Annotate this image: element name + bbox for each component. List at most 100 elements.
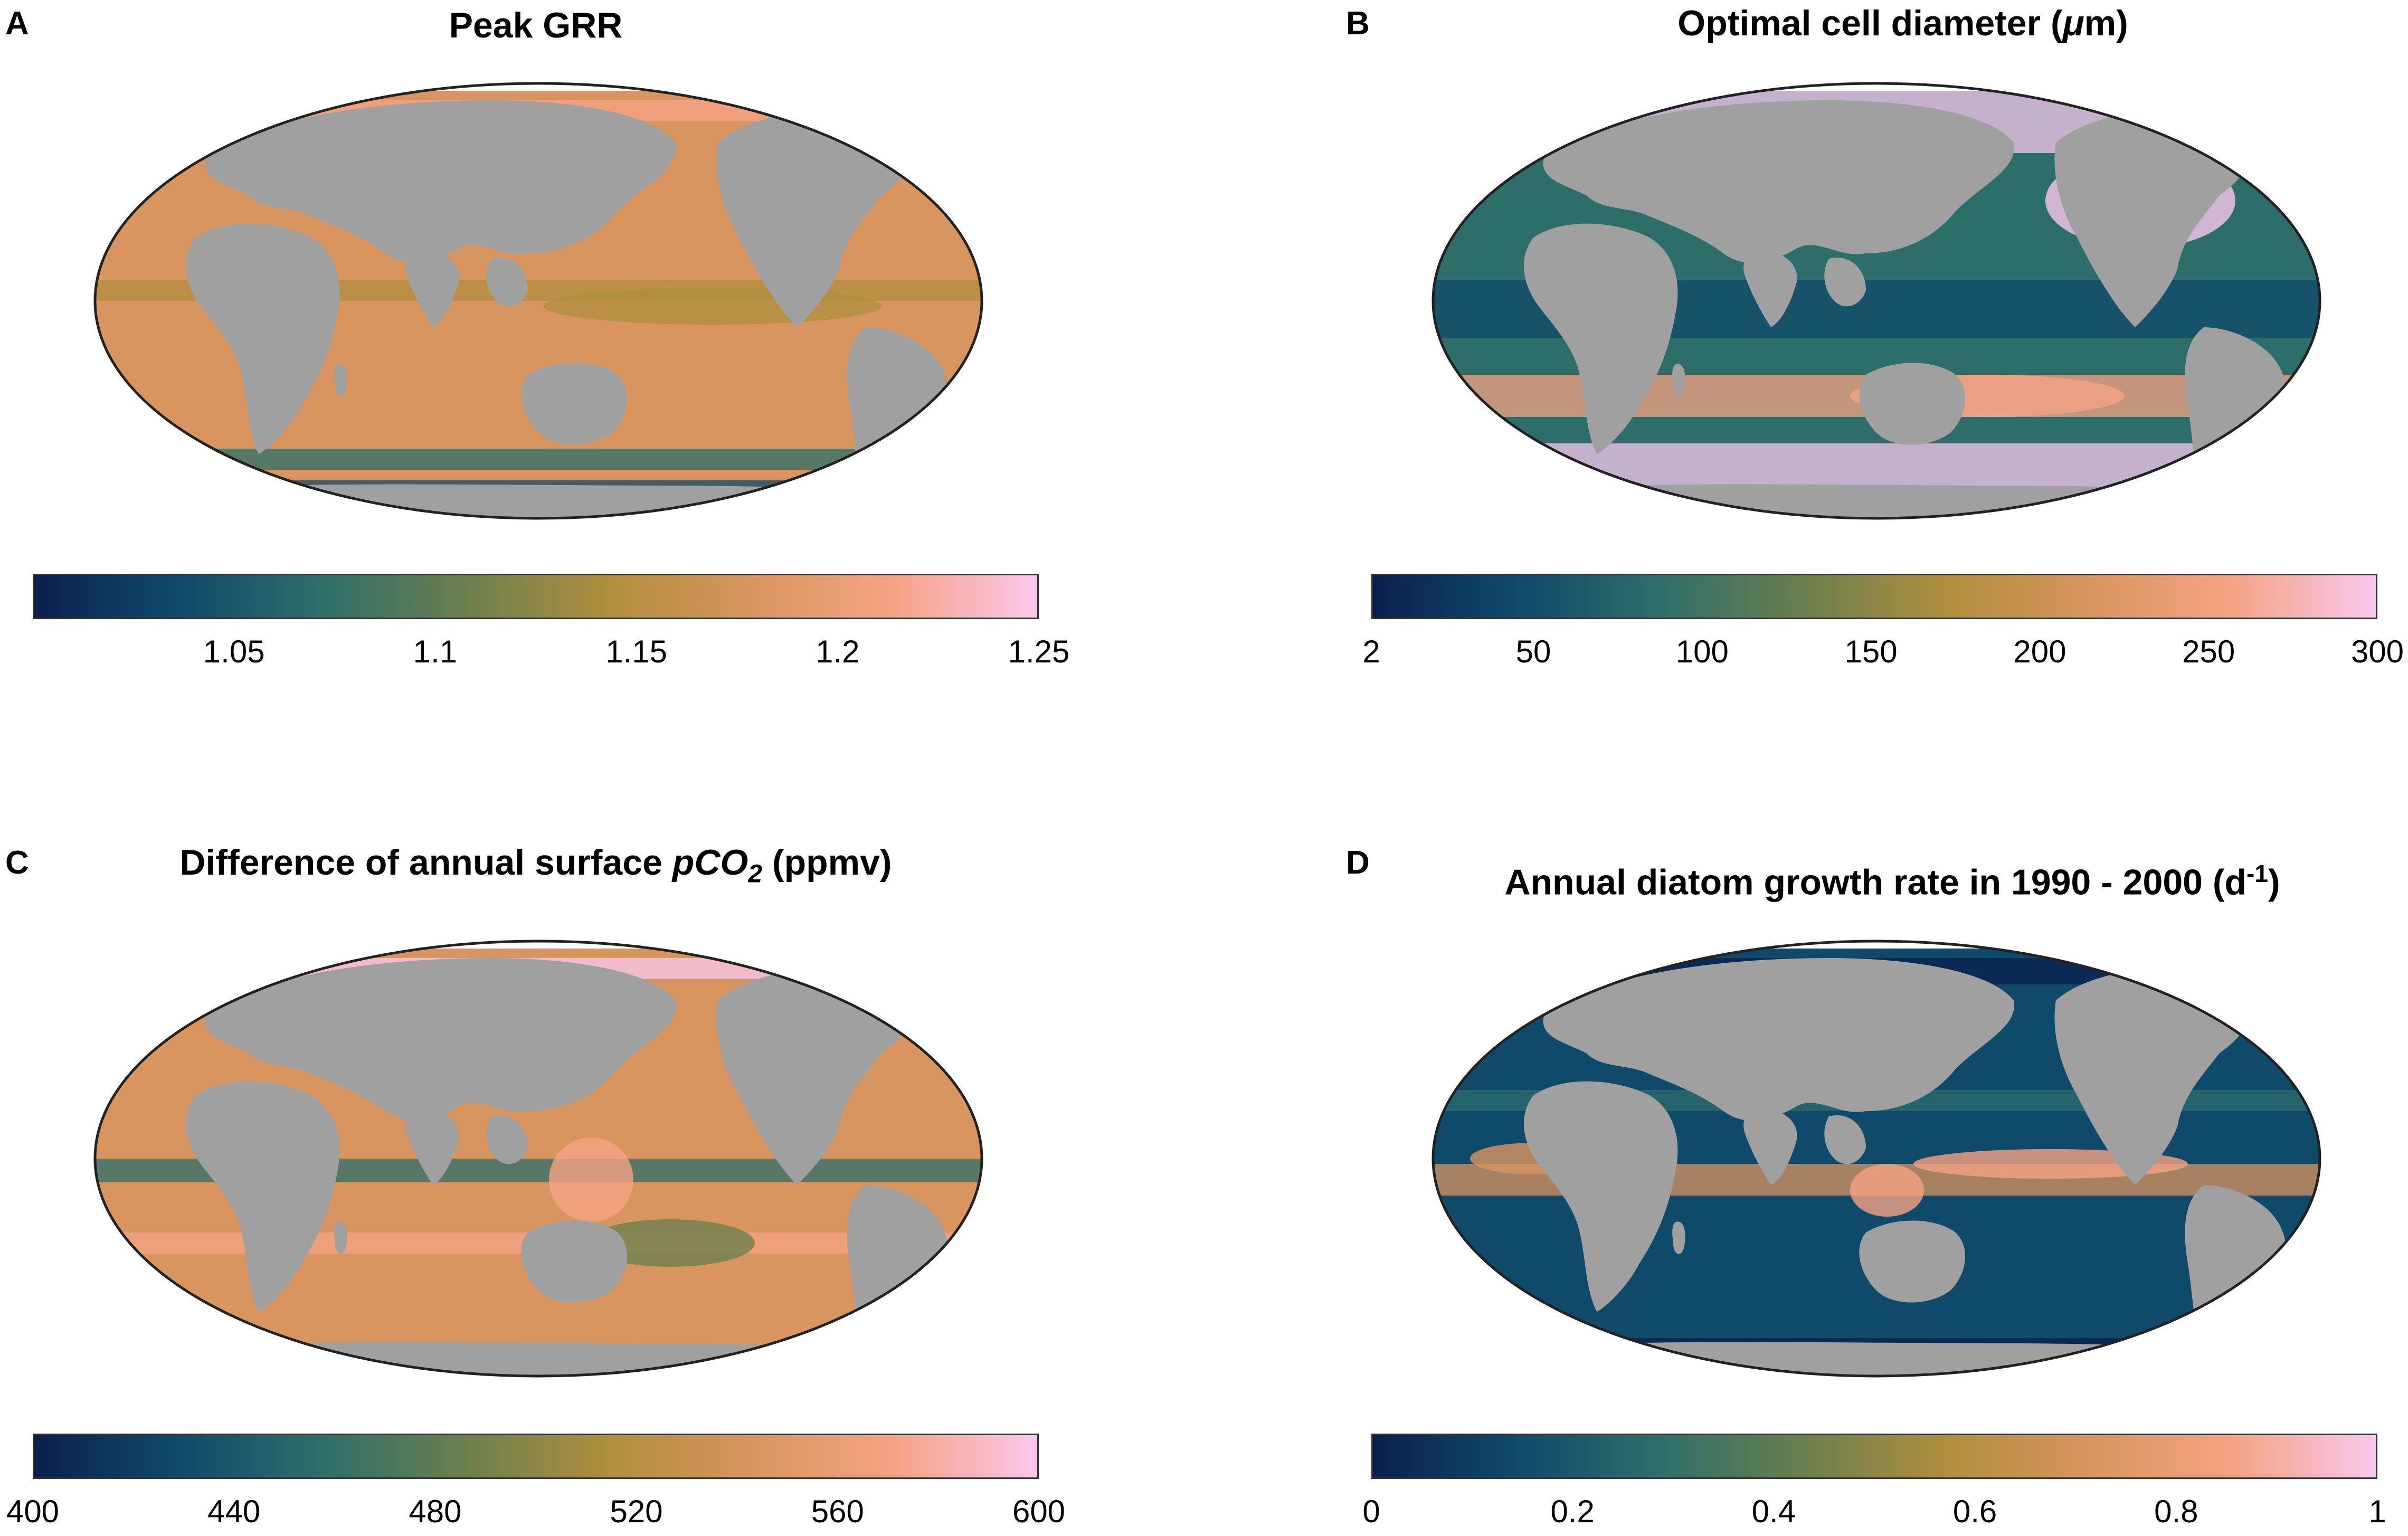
landmass-north-america — [2054, 110, 2257, 327]
landmass-australia — [521, 363, 628, 445]
colorbar — [1371, 574, 2377, 619]
panel-title: Difference of annual surface pCO2 (ppmv) — [179, 845, 892, 887]
colorbar-tick-label: 100 — [1675, 634, 1729, 669]
panel-letter: D — [1346, 845, 1370, 881]
landmass-north-america — [716, 968, 918, 1185]
map-outline — [1431, 940, 2321, 1378]
title-text: Optimal cell diameter ( — [1677, 3, 2063, 43]
colorbar-tick-label: 440 — [207, 1494, 261, 1529]
colorbar-tick-label: 560 — [811, 1494, 864, 1529]
landmass-india — [1743, 252, 1797, 327]
field-feature — [1850, 1164, 1924, 1217]
title-mu: μ — [2062, 3, 2084, 43]
landmass-africa — [185, 1081, 340, 1312]
colorbar-tick-label: 1.25 — [1008, 634, 1070, 669]
landmass-madagascar — [334, 1221, 347, 1254]
arctic-ice — [95, 941, 982, 949]
landmass-europe-asia — [1543, 958, 2014, 1121]
landmass-africa — [1523, 223, 1678, 454]
map-outline — [1431, 82, 2321, 520]
title-subscript: 2 — [748, 860, 763, 888]
title-italic: pCO — [672, 842, 748, 883]
landmass-madagascar — [1672, 1221, 1685, 1254]
landmass-europe-asia — [1543, 100, 2014, 263]
landmass-africa — [1523, 1081, 1678, 1312]
arctic-ice — [1433, 941, 2320, 949]
landmass-greenland — [2243, 957, 2310, 1011]
colorbar-tick-label: 480 — [409, 1494, 462, 1529]
field-feature — [586, 1219, 755, 1267]
colorbar — [33, 574, 1039, 619]
colorbar-tick-label: 0.2 — [1550, 1494, 1595, 1529]
world-map — [93, 940, 983, 1378]
colorbar-tick-label: 150 — [1844, 634, 1898, 669]
panel-title: Optimal cell diameter (μm) — [1677, 5, 2128, 41]
landmass-india — [405, 252, 459, 327]
landmass-india — [405, 1110, 459, 1185]
field-feature — [544, 288, 881, 325]
colorbar-tick-label: 1.05 — [203, 634, 265, 669]
title-text: Difference of annual surface — [179, 842, 672, 883]
landmass-africa — [185, 223, 340, 454]
landmass-greenland — [2243, 99, 2310, 153]
landmass-greenland — [905, 957, 972, 1011]
landmass-australia — [1859, 1220, 1966, 1303]
panel-letter: B — [1346, 5, 1370, 42]
colorbar-tick-label: 1 — [2368, 1494, 2386, 1529]
landmass-se-asia — [1824, 258, 1866, 307]
colorbar-tick-label: 0.6 — [1952, 1494, 1997, 1529]
panel-title: Peak GRR — [449, 7, 623, 43]
panel-letter: C — [5, 845, 29, 881]
colorbar — [33, 1434, 1039, 1479]
colorbar-tick-label: 2 — [1362, 634, 1380, 669]
colorbar-tick-label: 300 — [2350, 634, 2404, 669]
panel-letter: A — [5, 5, 29, 42]
landmass-australia — [1859, 363, 1966, 445]
colorbar-tick-label: 0.4 — [1751, 1494, 1796, 1529]
map-outline — [93, 82, 983, 520]
field-band — [95, 449, 982, 470]
panel-title: Annual diatom growth rate in 1990 - 2000… — [1504, 861, 2280, 900]
colorbar-tick-label: 0.8 — [2154, 1494, 2198, 1529]
landmass-europe-asia — [205, 100, 676, 263]
colorbar-tick-label: 1.15 — [605, 634, 667, 669]
landmass-india — [1743, 1110, 1797, 1185]
map-outline — [93, 940, 983, 1378]
landmass-antarctica — [158, 1342, 924, 1376]
landmass-australia — [521, 1220, 628, 1303]
colorbar-tick-label: 0 — [1362, 1494, 1380, 1529]
landmass-se-asia — [486, 258, 528, 307]
arctic-ice — [1433, 83, 2320, 91]
world-map — [1431, 82, 2321, 520]
title-end: m) — [2084, 3, 2128, 43]
landmass-antarctica — [158, 484, 924, 518]
colorbar-tick-label: 600 — [1012, 1494, 1066, 1529]
landmass-antarctica — [1496, 1342, 2262, 1376]
landmass-madagascar — [334, 364, 347, 396]
landmass-antarctica — [1496, 484, 2262, 518]
colorbar-tick-label: 250 — [2182, 634, 2235, 669]
colorbar-tick-label: 1.2 — [816, 634, 860, 669]
world-map — [1431, 940, 2321, 1378]
title-end: (ppmv) — [762, 842, 892, 883]
landmass-se-asia — [1824, 1115, 1866, 1164]
landmass-europe-asia — [205, 958, 676, 1121]
landmass-madagascar — [1672, 364, 1685, 396]
landmass-se-asia — [486, 1115, 528, 1164]
title-text: Annual diatom growth rate in 1990 - 2000… — [1504, 862, 2247, 903]
landmass-greenland — [905, 99, 972, 153]
colorbar-tick-label: 1.1 — [413, 634, 458, 669]
title-text: Peak GRR — [449, 5, 623, 45]
colorbar — [1371, 1434, 2377, 1479]
world-map — [93, 82, 983, 520]
title-superscript: -1 — [2246, 860, 2268, 887]
title-end: ) — [2268, 862, 2280, 903]
colorbar-tick-label: 400 — [6, 1494, 60, 1529]
arctic-ice — [95, 83, 982, 91]
field-feature — [549, 1137, 633, 1222]
landmass-north-america — [2054, 968, 2257, 1185]
colorbar-tick-label: 200 — [2013, 634, 2066, 669]
colorbar-tick-label: 520 — [610, 1494, 663, 1529]
landmass-north-america — [716, 110, 918, 327]
